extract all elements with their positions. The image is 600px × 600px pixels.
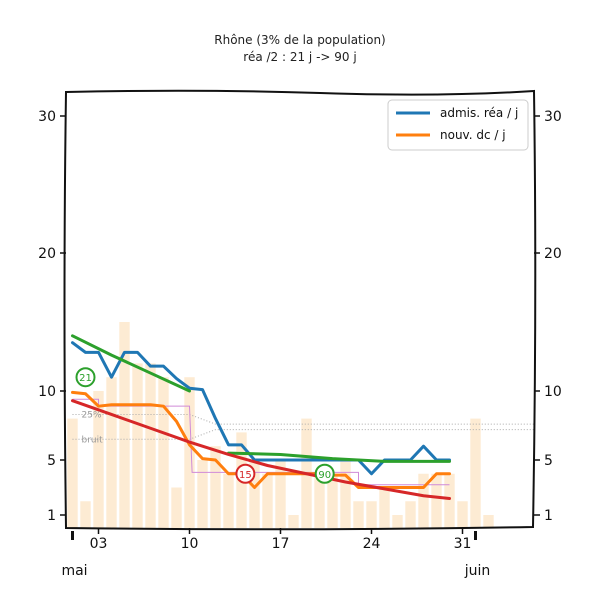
series-line xyxy=(227,451,451,463)
bar xyxy=(431,473,442,528)
y-tick-label-right: 5 xyxy=(544,453,553,469)
y-tick-label: 20 xyxy=(38,246,56,262)
bar xyxy=(340,460,351,528)
annotations: 21 15 90 25% bruit xyxy=(75,367,335,484)
bar xyxy=(379,487,390,528)
y-tick-label: 10 xyxy=(38,384,56,400)
bar xyxy=(418,473,429,528)
x-axis-ticks: 03 10 17 24 31 mai juin xyxy=(61,528,490,579)
bar xyxy=(223,473,234,528)
bar xyxy=(262,473,273,528)
month-marker xyxy=(474,531,477,540)
y-tick-label-right: 10 xyxy=(544,384,562,400)
y-tick-label-right: 30 xyxy=(544,109,562,125)
bar xyxy=(184,377,195,528)
bar xyxy=(171,487,182,528)
bar xyxy=(353,501,364,528)
legend-label-dc: nouv. dc / j xyxy=(440,128,506,142)
bar xyxy=(145,363,156,528)
bar xyxy=(444,473,455,528)
annotation-label: 21 xyxy=(79,373,92,384)
bar xyxy=(132,363,143,528)
legend-label-rea: admis. réa / j xyxy=(440,106,518,120)
x-tick-label: 24 xyxy=(363,536,381,552)
bar xyxy=(457,501,468,528)
bar xyxy=(119,322,130,528)
series-line xyxy=(71,390,451,489)
bar xyxy=(197,460,208,528)
x-tick-label: 03 xyxy=(90,536,108,552)
bar xyxy=(392,515,403,528)
bar xyxy=(275,460,286,528)
annotation-label: bruit xyxy=(82,435,104,445)
x-tick-label: 31 xyxy=(454,536,472,552)
y-tick-label-right: 20 xyxy=(544,246,562,262)
y-tick-label: 30 xyxy=(38,109,56,125)
bar xyxy=(405,501,416,528)
series-line xyxy=(71,399,451,500)
bar xyxy=(470,418,481,528)
annotation-badge xyxy=(314,463,335,484)
plot-frame xyxy=(63,89,537,531)
bar xyxy=(210,446,221,528)
fit-window xyxy=(72,398,450,486)
series-lines xyxy=(71,334,451,500)
month-label: mai xyxy=(61,563,87,579)
month-label: juin xyxy=(464,563,491,579)
bar xyxy=(93,391,104,528)
x-tick-label: 17 xyxy=(272,536,290,552)
bar xyxy=(314,473,325,528)
annotation-label: 25% xyxy=(82,410,102,420)
bar xyxy=(288,515,299,528)
bar xyxy=(67,418,78,528)
y-tick-label: 1 xyxy=(47,508,56,524)
bar xyxy=(106,377,117,528)
bar xyxy=(249,460,260,528)
chart-subtitle: réa /2 : 21 j -> 90 j xyxy=(243,50,356,64)
annotation-label: 90 xyxy=(318,470,331,481)
x-tick-label: 10 xyxy=(181,536,199,552)
bar xyxy=(80,501,91,528)
bar xyxy=(158,377,169,528)
series-line xyxy=(71,334,191,393)
legend: admis. réa / j nouv. dc / j xyxy=(387,99,529,151)
quartile-line xyxy=(72,413,534,425)
y-tick-label-right: 1 xyxy=(544,508,553,524)
chart-title: Rhône (3% de la population) xyxy=(214,33,385,47)
annotation-label: 15 xyxy=(239,470,252,481)
bar xyxy=(483,515,494,528)
annotation-badge xyxy=(75,367,96,388)
annotation-badge xyxy=(235,463,256,484)
bar xyxy=(366,501,377,528)
guide-lines xyxy=(72,398,534,486)
bar xyxy=(327,473,338,528)
month-marker xyxy=(71,531,74,540)
noise-line xyxy=(72,429,534,440)
y-tick-label: 5 xyxy=(47,453,56,469)
